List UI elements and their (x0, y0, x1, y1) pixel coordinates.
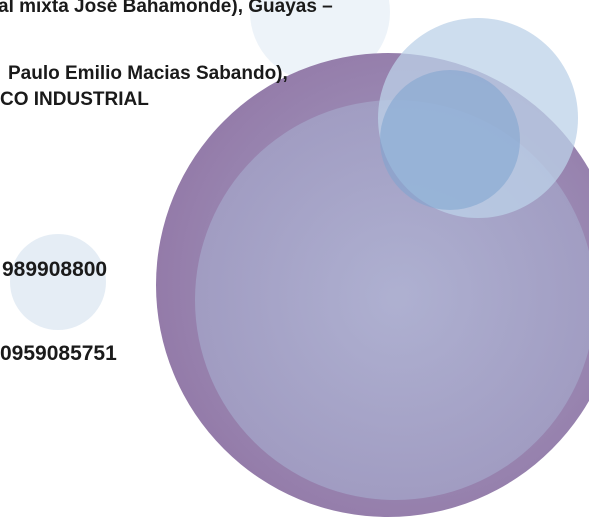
text-line: CO INDUSTRIAL (0, 89, 149, 111)
text-line: Paulo Emilio Macias Sabando), (8, 63, 288, 85)
text-line: al mixta José Bahamonde), Guayas – (0, 0, 333, 18)
text-line: 0959085751 (0, 342, 117, 366)
circle-blue-overlap (380, 70, 520, 210)
slide: al mixta José Bahamonde), Guayas – Paulo… (0, 0, 589, 517)
text-line: 989908800 (2, 258, 107, 282)
circle-small (10, 234, 106, 330)
